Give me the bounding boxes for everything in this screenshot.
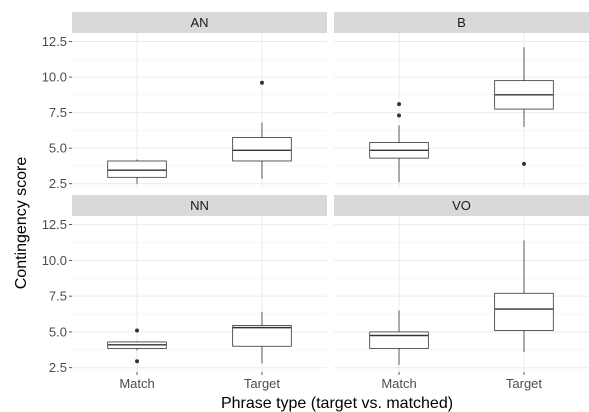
box-iqr [232,325,292,347]
facet-strip-label: B [457,15,466,30]
box-target [494,47,554,166]
y-tick-label: 10.0 [42,253,67,268]
outlier-point [259,80,264,85]
x-tick-label: Match [119,376,154,391]
facet-strip [72,195,327,216]
y-tick-label: 12.5 [42,34,67,49]
facet-strip [334,195,589,216]
facet-panel-nn: NN [72,195,327,372]
outlier-point [397,102,402,107]
facet-strip-label: AN [190,15,208,30]
y-tick-label: 10.0 [42,70,67,85]
box-iqr [232,137,292,162]
y-axis-title: Contingency score [13,157,30,290]
outlier-point [135,328,140,333]
y-axis-ticks: 2.5 5.0 7.5 10.0 12.5 2.5 5.0 7.5 10.0 12.5 [42,34,72,375]
box-iqr [369,331,429,349]
facet-strip [334,12,589,33]
panel-background [334,33,589,188]
y-tick-label: 2.5 [49,360,67,375]
outlier-point [397,113,402,118]
box-target [494,240,554,352]
x-axis-title: Phrase type (target vs. matched) [221,395,453,412]
x-axis-ticks: Match Target Match Target [119,372,542,391]
facet-panels: AN B NN VO [72,12,589,372]
y-tick-label: 7.5 [49,289,67,304]
facet-panel-an: AN [72,12,327,188]
facet-strip-label: NN [190,198,209,213]
box-target [232,311,292,364]
y-tick-label: 5.0 [49,324,67,339]
box-iqr [494,292,554,331]
outlier-point [135,359,140,364]
y-tick-label: 2.5 [49,176,67,191]
facet-panel-b: B [334,12,589,188]
box-match [107,159,167,184]
box-iqr [107,160,167,178]
facet-strip-label: VO [452,198,471,213]
x-tick-label: Target [244,376,281,391]
facet-panel-vo: VO [334,195,589,372]
y-tick-label: 5.0 [49,141,67,156]
facet-strip [72,12,327,33]
outlier-point [521,161,526,166]
box-match [369,310,429,365]
box-match [107,328,167,364]
y-tick-label: 12.5 [42,217,67,232]
box-match [369,102,429,183]
y-tick-label: 7.5 [49,105,67,120]
x-tick-label: Match [381,376,416,391]
box-target [232,80,292,179]
x-tick-label: Target [506,376,543,391]
